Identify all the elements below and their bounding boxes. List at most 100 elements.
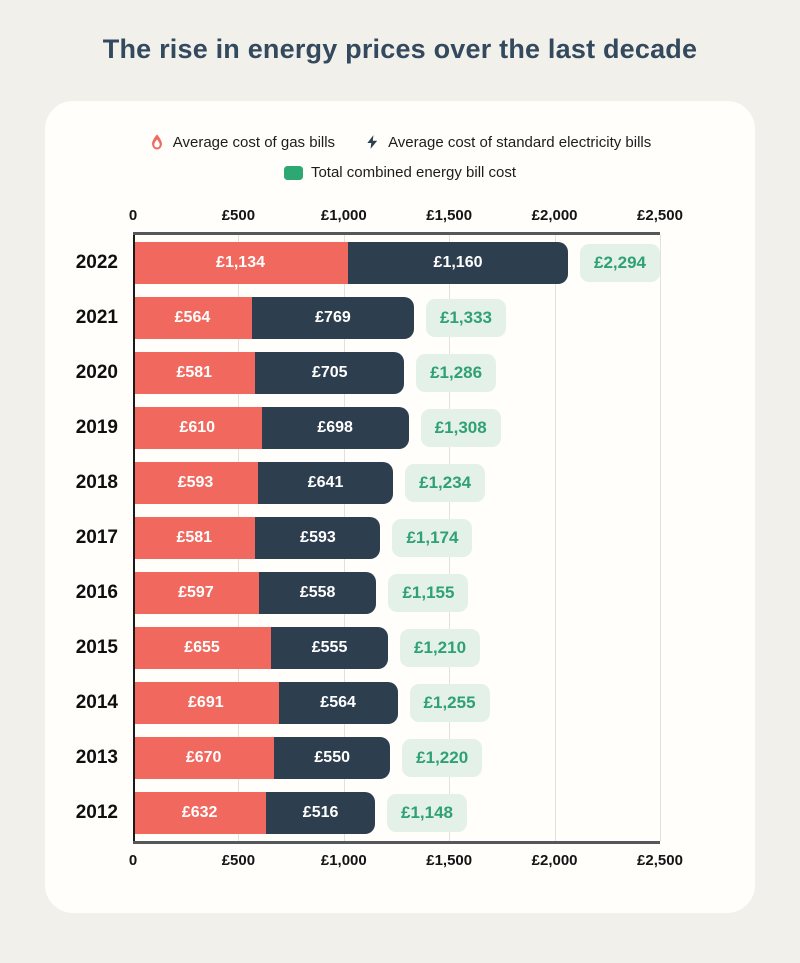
gas-bar-value: £597 (178, 584, 214, 601)
gas-bar-segment: £670 (133, 737, 275, 779)
total-pill: £1,308 (420, 409, 501, 447)
chart-row-2021: 2021 £564 £769 £1,333 (76, 297, 660, 339)
total-pill: £1,333 (425, 299, 506, 337)
x-axis-bottom: 0 £500 £1,000 £1,500 £2,000 £2,500 (129, 852, 683, 872)
gas-bar-value: £581 (176, 364, 213, 381)
legend-item-gas: Average cost of gas bills (149, 133, 335, 151)
electricity-bar-value: £558 (299, 584, 336, 601)
total-pill: £1,210 (400, 629, 481, 667)
electricity-bar-segment: £641 (258, 462, 394, 504)
gas-bar-segment: £1,134 (133, 242, 349, 284)
electricity-bar-segment: £555 (271, 627, 389, 669)
legend-row-1: Average cost of gas bills Average cost o… (149, 133, 651, 151)
energy-prices-chart: 0 £500 £1,000 £1,500 £2,000 £2,500 2022 £1,134… (76, 207, 683, 872)
chart-legend: Average cost of gas bills Average cost o… (45, 133, 755, 181)
year-label: 2014 (75, 692, 118, 713)
electricity-bar-value: £516 (302, 804, 339, 821)
chart-row-2022: 2022 £1,134 £1,160 £2,294 (76, 242, 660, 284)
page-title: The rise in energy prices over the last … (102, 34, 698, 64)
gridline (660, 235, 661, 841)
axis-tick-label-bottom: £1,000 (320, 852, 367, 869)
total-pill: £1,155 (388, 574, 469, 612)
flame-icon (149, 133, 165, 151)
legend-label-electricity: Average cost of standard electricity bil… (388, 133, 652, 151)
gas-bar-value: £632 (181, 804, 218, 821)
gas-bar-segment: £610 (133, 407, 262, 449)
electricity-bar-segment: £593 (255, 517, 381, 559)
electricity-bar-segment: £1,160 (348, 242, 568, 284)
legend-item-electricity: Average cost of standard electricity bil… (365, 133, 651, 151)
electricity-bar-segment: £516 (266, 792, 375, 834)
year-label: 2017 (75, 527, 118, 548)
total-pill: £1,148 (386, 794, 467, 832)
legend-row-2: Total combined energy bill cost (283, 164, 517, 181)
axis-tick-label-top: £500 (221, 207, 256, 224)
gas-bar-value: £655 (184, 639, 220, 656)
total-pill: £2,294 (580, 244, 660, 282)
electricity-bar-segment: £558 (258, 572, 377, 614)
electricity-bar-value: £555 (311, 639, 348, 656)
legend-item-total: Total combined energy bill cost (283, 164, 517, 181)
plot-area: 2022 £1,134 £1,160 £2,294 2021 £564 £769 £1,333… (76, 232, 661, 844)
year-label: 2022 (75, 252, 118, 273)
gas-bar-segment: £655 (133, 627, 272, 669)
year-label: 2015 (75, 637, 118, 658)
electricity-bar-segment: £564 (278, 682, 398, 724)
chart-row-2013: 2013 £670 £550 £1,220 (76, 737, 660, 779)
legend-label-total: Total combined energy bill cost (310, 164, 517, 181)
electricity-bar-value: £705 (311, 364, 348, 381)
electricity-bar-segment: £550 (274, 737, 391, 779)
year-label: 2020 (75, 362, 118, 383)
gas-bar-value: £581 (176, 529, 213, 546)
axis-tick-label-top: £1,500 (426, 207, 473, 224)
chart-card: Average cost of gas bills Average cost o… (45, 101, 755, 913)
gas-bar-segment: £632 (133, 792, 267, 834)
axis-tick-label-bottom: £1,500 (426, 852, 473, 869)
total-pill: £1,255 (409, 684, 490, 722)
chart-row-2016: 2016 £597 £558 £1,155 (76, 572, 660, 614)
total-pill: £1,174 (392, 519, 473, 557)
axis-tick-label-bottom: £2,000 (531, 852, 578, 869)
electricity-bar-value: £1,160 (433, 254, 483, 271)
gas-bar-value: £691 (188, 694, 224, 711)
axis-tick-label-top: £2,000 (531, 207, 578, 224)
chart-row-2014: 2014 £691 £564 £1,255 (76, 682, 660, 724)
gas-bar-value: £564 (174, 309, 211, 326)
legend-label-gas: Average cost of gas bills (172, 133, 336, 151)
gas-bar-value: £1,134 (216, 254, 265, 271)
axis-tick-label-top: £1,000 (320, 207, 367, 224)
axis-tick-label-bottom: £2,500 (637, 852, 683, 869)
chart-row-2012: 2012 £632 £516 £1,148 (76, 792, 660, 834)
gas-bar-value: £593 (177, 474, 214, 491)
year-label: 2021 (75, 307, 118, 328)
electricity-bar-segment: £705 (255, 352, 405, 394)
electricity-bar-value: £550 (314, 749, 350, 766)
chart-row-2015: 2015 £655 £555 £1,210 (76, 627, 660, 669)
gridline (554, 235, 556, 841)
chart-row-2018: 2018 £593 £641 £1,234 (76, 462, 660, 504)
total-pill: £1,234 (405, 464, 486, 502)
electricity-bar-value: £593 (300, 529, 336, 546)
axis-tick-label-bottom: £500 (221, 852, 256, 869)
gas-bar-segment: £564 (133, 297, 252, 339)
electricity-bar-value: £641 (307, 474, 344, 491)
total-pill: £1,286 (416, 354, 497, 392)
chart-row-2017: 2017 £581 £593 £1,174 (76, 517, 660, 559)
axis-tick-label-top: £2,500 (637, 207, 683, 224)
gas-bar-segment: £581 (133, 352, 256, 394)
x-axis-top: 0 £500 £1,000 £1,500 £2,000 £2,500 (129, 207, 683, 227)
gas-bar-segment: £691 (133, 682, 279, 724)
axis-tick-label-top: 0 (128, 207, 138, 224)
chart-row-2019: 2019 £610 £698 £1,308 (76, 407, 660, 449)
gas-bar-segment: £597 (133, 572, 259, 614)
electricity-bar-value: £769 (315, 309, 351, 326)
total-pill: £1,220 (402, 739, 483, 777)
gas-bar-segment: £593 (133, 462, 258, 504)
electricity-bar-value: £564 (320, 694, 356, 711)
year-label: 2013 (75, 747, 118, 768)
year-label: 2019 (75, 417, 118, 438)
electricity-bar-segment: £769 (251, 297, 414, 339)
electricity-bar-segment: £698 (261, 407, 409, 449)
gas-bar-value: £610 (179, 419, 216, 436)
axis-tick-label-bottom: 0 (128, 852, 138, 869)
